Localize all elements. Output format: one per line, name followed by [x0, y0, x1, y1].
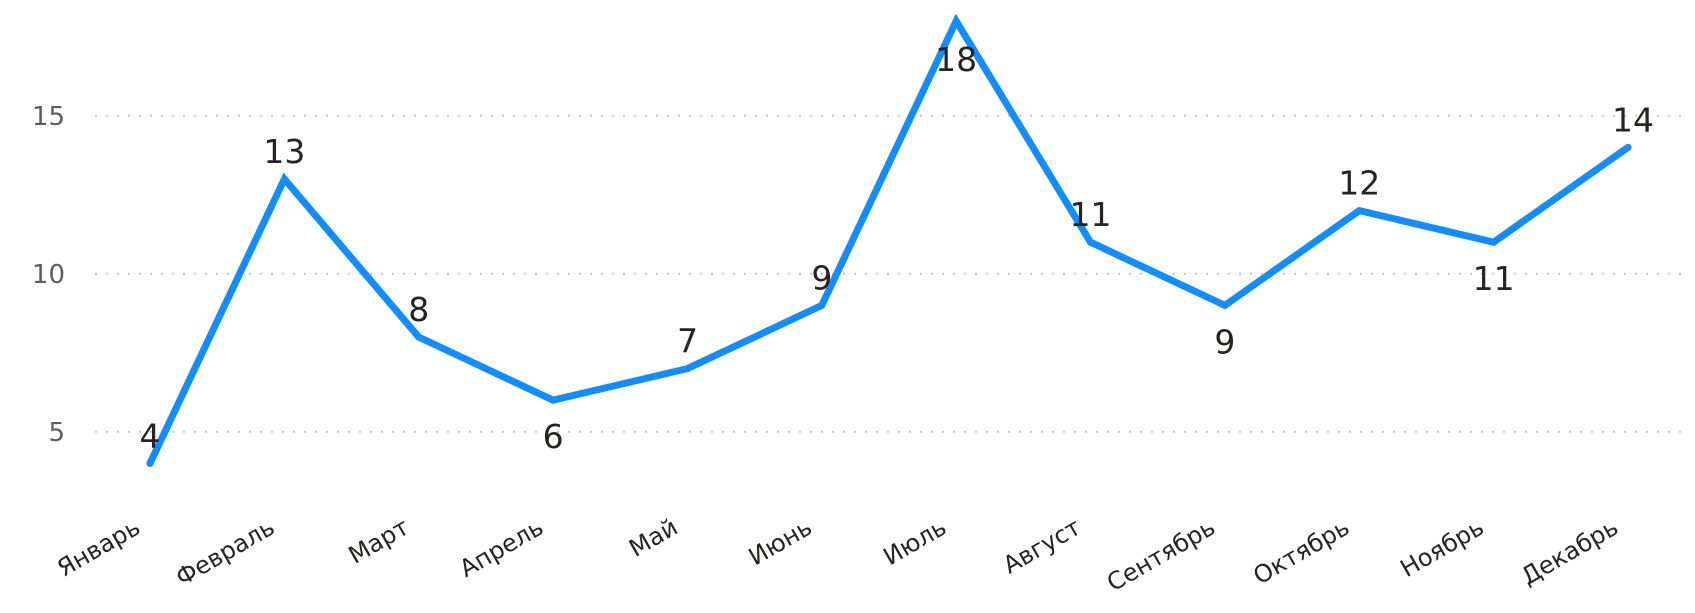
- x-tick-label: Май: [624, 513, 682, 563]
- x-tick-label: Ноябрь: [1396, 513, 1489, 583]
- x-tick-label: Август: [998, 513, 1085, 580]
- data-point: [1490, 238, 1498, 246]
- x-tick-label: Январь: [53, 513, 145, 583]
- x-tick-label: Февраль: [171, 513, 279, 592]
- data-label: 14: [1612, 100, 1654, 139]
- data-point: [146, 459, 154, 467]
- data-label: 4: [140, 416, 161, 455]
- data-label: 13: [263, 132, 305, 171]
- data-label: 9: [1214, 322, 1235, 361]
- data-point: [1087, 238, 1095, 246]
- data-point: [683, 365, 691, 373]
- x-tick-label: Декабрь: [1516, 513, 1623, 591]
- series-line-layer: [146, 13, 1632, 467]
- data-label: 12: [1338, 164, 1380, 203]
- y-tick-label: 5: [48, 418, 65, 448]
- x-tick-label: Сентябрь: [1102, 513, 1220, 597]
- y-tick-label: 10: [32, 260, 65, 290]
- x-tick-label: Апрель: [455, 513, 548, 583]
- data-label: 9: [811, 258, 832, 297]
- data-point: [818, 301, 826, 309]
- data-label: 11: [1070, 195, 1112, 234]
- data-point: [1624, 143, 1632, 151]
- x-tick-label: Март: [344, 513, 414, 570]
- data-point: [280, 175, 288, 183]
- data-point: [549, 396, 557, 404]
- x-tick-label: Июнь: [744, 513, 817, 571]
- data-point: [415, 333, 423, 341]
- data-label: 11: [1473, 259, 1515, 298]
- series-line: [146, 13, 1632, 467]
- y-tick-label: 15: [32, 102, 65, 132]
- x-tick-label: Октябрь: [1248, 513, 1354, 590]
- data-labels: 4 13 8 6 7 9 18 11 9 12 11 14: [140, 40, 1655, 456]
- data-label: 7: [677, 322, 698, 361]
- x-axis: Январь Февраль Март Апрель Май Июнь Июль Август…: [53, 513, 1623, 597]
- data-point: [1355, 207, 1363, 215]
- data-point: [952, 17, 960, 25]
- data-point: [1221, 301, 1229, 309]
- y-axis: 5 10 15: [32, 102, 65, 448]
- x-tick-label: Июль: [879, 513, 952, 571]
- data-label: 18: [935, 40, 977, 79]
- data-label: 8: [408, 290, 429, 329]
- data-label: 6: [543, 417, 564, 456]
